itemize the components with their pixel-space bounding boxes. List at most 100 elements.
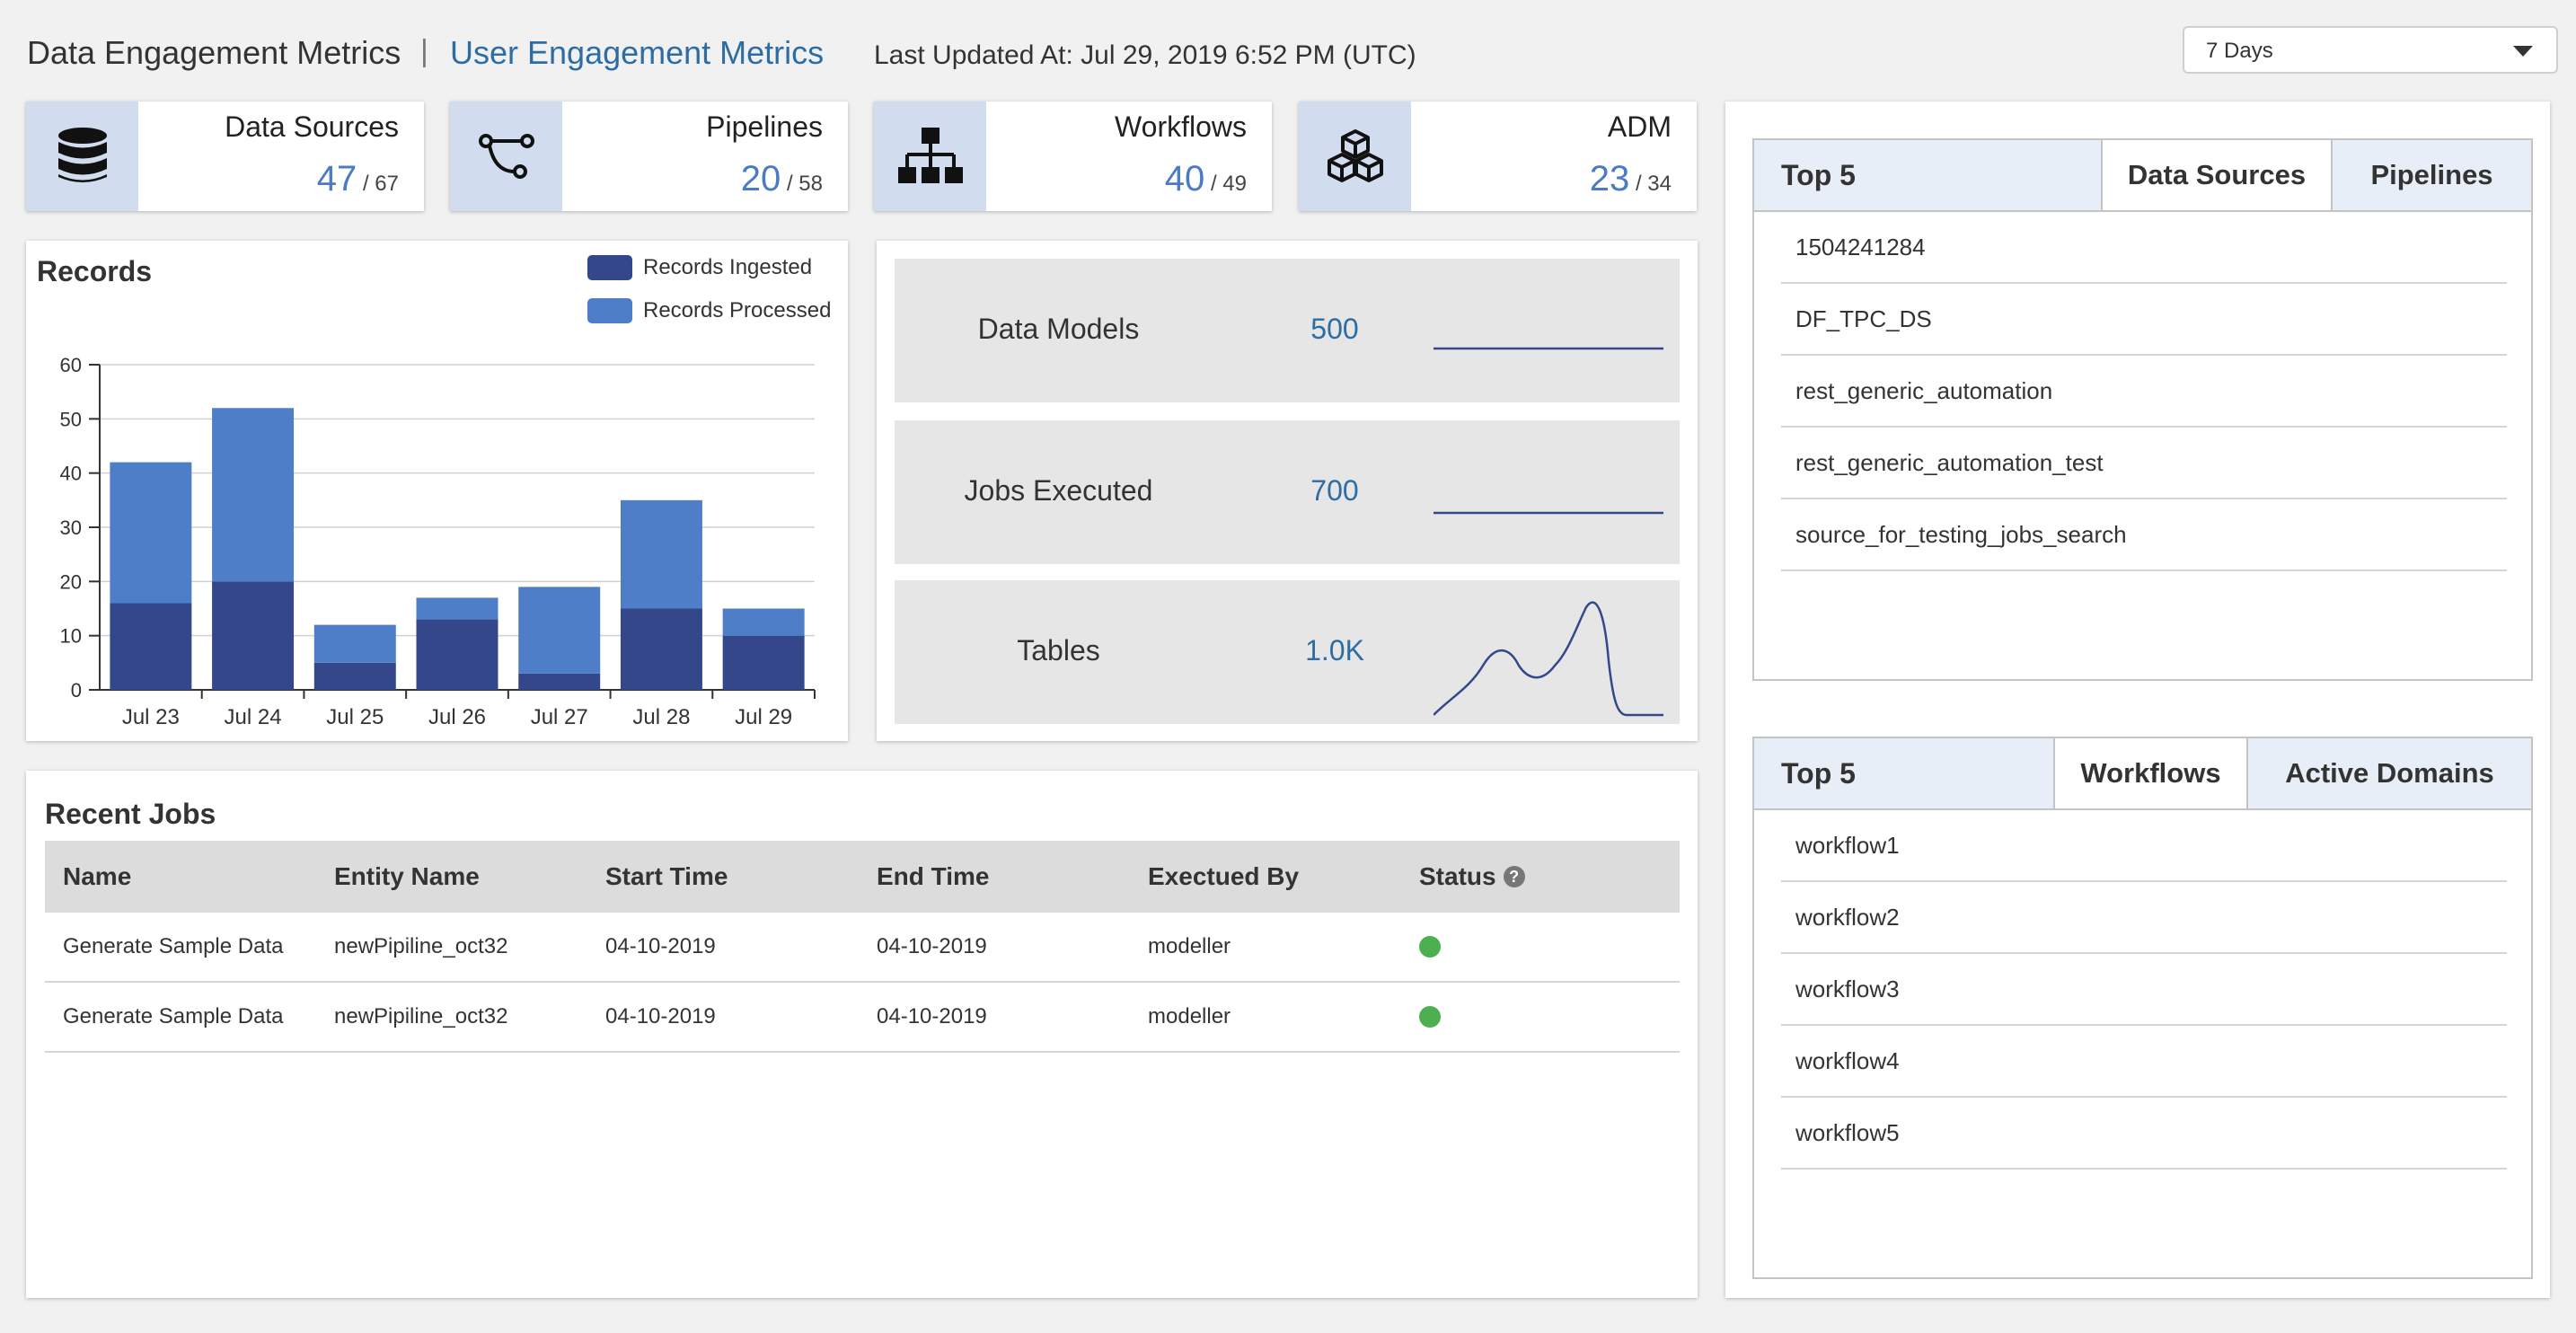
x-tick-label: Jul 23 (122, 705, 180, 729)
job-end: 04-10-2019 (877, 934, 987, 958)
table-row[interactable]: Generate Sample Data newPipiline_oct32 0… (45, 983, 1680, 1053)
list-item[interactable]: source_for_testing_jobs_search (1781, 499, 2507, 571)
list-item[interactable]: workflow1 (1781, 810, 2507, 882)
metric-label: Data Models (977, 313, 1140, 345)
col-header-end[interactable]: End Time (877, 862, 990, 890)
stat-icon-box (1299, 102, 1411, 211)
bar-processed (416, 597, 498, 620)
job-executed-by: modeller (1148, 1004, 1231, 1028)
cubes-icon (1327, 129, 1383, 182)
list-item[interactable]: workflow2 (1781, 882, 2507, 954)
job-status (1401, 1006, 1672, 1028)
tab-data-sources[interactable]: Data Sources (2101, 140, 2331, 210)
bar-ingested (110, 603, 192, 690)
bar-processed (518, 587, 601, 674)
metric-label: Tables (1017, 634, 1100, 666)
stat-card-workflows[interactable]: Workflows 40 / 49 (874, 102, 1272, 211)
col-header-start[interactable]: Start Time (605, 862, 728, 890)
x-tick-label: Jul 28 (632, 705, 690, 729)
job-start: 04-10-2019 (605, 934, 716, 958)
top5-sources-title: Top 5 (1781, 158, 1856, 191)
status-success-icon (1419, 1006, 1441, 1028)
bar-processed (722, 608, 805, 636)
job-start: 04-10-2019 (605, 1004, 716, 1028)
stat-card-data-sources[interactable]: Data Sources 47 / 67 (26, 102, 424, 211)
list-item[interactable]: 1504241284 (1781, 212, 2507, 284)
header-separator: | (420, 34, 428, 68)
caret-down-icon (2513, 46, 2533, 57)
user-engagement-link[interactable]: User Engagement Metrics (450, 34, 825, 71)
list-item[interactable]: rest_generic_automation (1781, 356, 2507, 428)
list-item[interactable]: workflow3 (1781, 954, 2507, 1026)
stat-total: / 58 (786, 172, 823, 196)
top5-panel: Top 5 Data Sources Pipelines 1504241284 … (1725, 102, 2550, 1298)
stat-label: Pipelines (706, 110, 823, 143)
job-name: Generate Sample Data (63, 934, 284, 958)
metric-value: 1.0K (1305, 634, 1364, 666)
bar-processed (110, 462, 192, 604)
legend-label-ingested: Records Ingested (643, 255, 813, 279)
bar-ingested (518, 673, 601, 690)
time-range-select[interactable]: 7 Days (2183, 26, 2558, 74)
y-tick-label: 50 (60, 408, 82, 430)
list-item[interactable]: workflow4 (1781, 1026, 2507, 1098)
x-tick-label: Jul 29 (735, 705, 792, 729)
metric-row-jobs-executed[interactable]: Jobs Executed 700 (895, 420, 1680, 564)
page-title: Data Engagement Metrics (27, 34, 401, 71)
metric-row-tables[interactable]: Tables 1.0K (895, 580, 1680, 724)
y-tick-label: 20 (60, 570, 82, 593)
stat-count: 20 (740, 159, 781, 199)
bar-processed (212, 408, 295, 582)
last-updated-text: Last Updated At: Jul 29, 2019 6:52 PM (U… (874, 40, 1416, 70)
stat-total: / 67 (362, 172, 399, 196)
job-name: Generate Sample Data (63, 1004, 284, 1028)
top5-sources-tabs: Top 5 Data Sources Pipelines (1754, 140, 2531, 212)
stat-label: Workflows (1115, 110, 1247, 143)
y-tick-label: 10 (60, 625, 82, 648)
stat-label: ADM (1607, 110, 1672, 143)
col-header-executed-by[interactable]: Exectued By (1148, 862, 1300, 890)
y-tick-label: 40 (60, 463, 82, 485)
metric-value: 500 (1310, 313, 1359, 345)
status-success-icon (1419, 936, 1441, 958)
list-item[interactable]: DF_TPC_DS (1781, 284, 2507, 356)
chart-legend: Records Ingested Records Processed (587, 255, 831, 323)
database-icon (57, 128, 107, 182)
job-status (1401, 936, 1672, 958)
stat-count: 23 (1589, 159, 1630, 199)
sparkline-data-models (1434, 347, 1663, 350)
col-header-name[interactable]: Name (63, 862, 132, 890)
tab-workflows[interactable]: Workflows (2053, 738, 2246, 808)
stat-card-pipelines[interactable]: Pipelines 20 / 58 (450, 102, 848, 211)
y-tick-label: 60 (60, 354, 82, 376)
table-row[interactable]: Generate Sample Data newPipiline_oct32 0… (45, 913, 1680, 983)
list-item[interactable]: workflow5 (1781, 1098, 2507, 1170)
stat-card-adm[interactable]: ADM 23 / 34 (1299, 102, 1697, 211)
sitemap-icon (897, 128, 963, 183)
bar-ingested (416, 619, 498, 690)
bar-ingested (313, 662, 396, 690)
legend-item-processed[interactable]: Records Processed (587, 298, 831, 323)
list-item[interactable]: rest_generic_automation_test (1781, 428, 2507, 499)
legend-swatch-processed (587, 298, 632, 323)
x-tick-label: Jul 25 (326, 705, 384, 729)
col-header-status[interactable]: Status ? (1401, 862, 1672, 891)
legend-item-ingested[interactable]: Records Ingested (587, 255, 831, 280)
bar-ingested (620, 608, 702, 690)
metric-label: Jobs Executed (964, 474, 1153, 507)
pipeline-icon (478, 134, 534, 179)
x-tick-label: Jul 24 (225, 705, 282, 729)
tab-active-domains[interactable]: Active Domains (2246, 738, 2531, 808)
y-tick-label: 30 (60, 516, 82, 539)
metrics-card: Data Models 500 Jobs Executed 700 Tables… (877, 241, 1698, 741)
metric-row-data-models[interactable]: Data Models 500 (895, 259, 1680, 402)
legend-swatch-ingested (587, 255, 632, 280)
top5-workflows-title: Top 5 (1781, 756, 1856, 790)
col-header-status-label: Status (1419, 862, 1496, 890)
records-title: Records (37, 255, 153, 287)
col-header-entity[interactable]: Entity Name (334, 862, 480, 890)
metric-value: 700 (1310, 474, 1359, 507)
help-icon[interactable]: ? (1503, 866, 1525, 887)
tab-pipelines[interactable]: Pipelines (2331, 140, 2531, 210)
bar-ingested (722, 635, 805, 690)
